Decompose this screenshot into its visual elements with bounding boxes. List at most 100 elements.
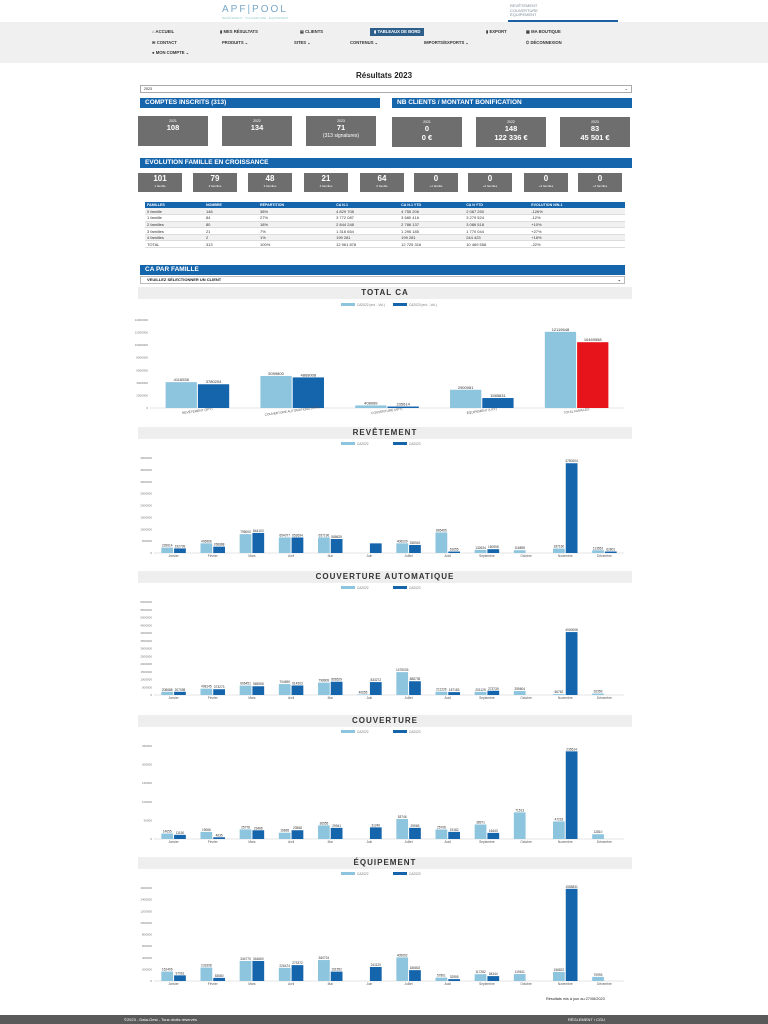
table-cell: 3 086 518: [464, 221, 530, 229]
data-label: 113552: [593, 546, 604, 550]
table-cell: +10%: [529, 221, 625, 229]
data-label: 187183: [449, 688, 460, 692]
data-label: 57801: [437, 974, 446, 978]
y-tick-label: 14000000: [135, 318, 149, 322]
data-label: 84344: [489, 972, 498, 976]
evolution-card: 0 +4 familles: [578, 173, 622, 192]
logo[interactable]: APF|POOL REVÊTEMENT · COUVERTURE · ÉQUIP…: [222, 4, 314, 20]
data-label: 4635: [216, 833, 223, 837]
chart-bar: [474, 691, 487, 695]
x-tick-label: Septembre: [479, 982, 495, 986]
y-tick-label: 0: [150, 693, 152, 697]
nav-item-mes-resultats[interactable]: ▮ MES RÉSULTATS: [220, 29, 258, 34]
evolution-card-label: 4 familles: [319, 184, 333, 188]
data-label: 405652: [397, 953, 408, 957]
x-tick-label: Octobre: [520, 982, 532, 986]
data-label: 408089: [364, 400, 378, 405]
legend-label: CA2022: [357, 586, 369, 590]
chart-bar: [161, 547, 174, 553]
data-label: 865465: [436, 528, 447, 532]
footer-link[interactable]: RÈGLEMENT / CGU: [568, 1017, 606, 1022]
y-tick-label: 0: [146, 406, 148, 410]
chart-bar: [278, 832, 291, 839]
data-label: 273372: [292, 961, 303, 965]
table-cell: 199 281: [399, 234, 465, 242]
kpi-card: 2022 134: [222, 116, 292, 146]
table-row: TOTAL 313 100% 12 961 878 12 725 316 10 469 5…: [145, 240, 625, 249]
nav-item-contenus[interactable]: CONTENUS ⌄: [350, 40, 379, 45]
y-tick-label: 600000: [142, 944, 152, 948]
data-label: 360724: [319, 956, 330, 960]
table-row: 2 familles 80 18% 2 844 248 2 786 137 3 086 5…: [145, 221, 625, 229]
nav-item-imports-exports[interactable]: IMPORTS/EXPORTS ⌄: [424, 40, 469, 45]
x-tick-label: Janvier: [168, 840, 179, 844]
nav-item-mon-compte[interactable]: ● MON COMPTE ⌄: [152, 50, 190, 55]
kpi-card: 2022 148 122 336 €: [476, 117, 546, 147]
legend-swatch: [341, 442, 355, 445]
nav-item-export[interactable]: ▮ EXPORT: [486, 29, 507, 34]
table-cell: 4 755 206: [399, 208, 465, 216]
bar-chart: CA2022 CA2023 1600000 1400000 1200000 1000000…: [140, 872, 624, 986]
chart-bar: [553, 971, 565, 981]
x-tick-label: Mars: [248, 554, 255, 558]
update-note: Résultats mis à jour au 27/06/2023: [546, 997, 605, 1001]
nav-item-deconnexion[interactable]: ⏻ DÉCONNEXION: [526, 40, 562, 45]
y-tick-label: 4000000: [136, 381, 148, 385]
chart-bar: [200, 543, 213, 553]
x-tick-label: Octobre: [520, 840, 532, 844]
section-header-bonification: NB CLIENTS / MONTANT BONIFICATION: [392, 98, 632, 108]
tagline-line: ÉQUIPEMENT: [510, 12, 537, 17]
data-label: 4116538: [174, 377, 190, 382]
data-label: 654077: [279, 533, 290, 537]
y-tick-label: 2000000: [140, 662, 152, 666]
table-row: 1 famille 84 27% 3 772 087 3 680 416 3 279 52…: [145, 214, 625, 222]
table-cell: 4 829 708: [334, 208, 400, 216]
evolution-card-value: 0: [597, 174, 603, 183]
x-tick-label: Janvier: [168, 554, 179, 558]
year-select[interactable]: 2023 ⌄: [140, 85, 632, 93]
chart-bar: [330, 539, 343, 553]
nav-item-clients[interactable]: ▤ CLIENTS: [300, 29, 324, 34]
chart-bar: [474, 824, 487, 839]
data-label: 156822: [554, 968, 565, 972]
table-cell: +18%: [529, 234, 625, 242]
chart-bar: [291, 830, 304, 839]
chart-bar: [435, 532, 448, 553]
chart-bar: [318, 682, 330, 695]
chart-bar: [174, 975, 186, 981]
chart-bar: [487, 832, 500, 839]
nav-item-produits[interactable]: PRODUITS ⌄: [222, 40, 249, 45]
nav-item-accueil[interactable]: ⌂ ACCUEIL: [152, 29, 175, 34]
data-label: 11150: [176, 831, 185, 835]
chart-bar: [448, 551, 460, 553]
chart-bar: [161, 971, 174, 981]
nav-item-tableaux-de-bord[interactable]: ▮ TABLEAUX DE BORD: [370, 28, 425, 36]
client-select[interactable]: VEUILLEZ SÉLECTIONNER UN CLIENT ⌄: [140, 276, 625, 284]
chart-bar: [592, 550, 604, 553]
data-label: 273739: [488, 687, 499, 691]
chart-bar: [409, 827, 421, 839]
nav-item-ma-boutique[interactable]: ▦ MA BOUTIQUE: [526, 29, 561, 34]
chart-bar: [291, 685, 304, 695]
evolution-card-label: +2 familles: [482, 184, 498, 188]
nav-item-contact[interactable]: ✉ CONTACT: [152, 40, 177, 45]
chart-bar: [565, 888, 578, 981]
data-label: 53746: [398, 815, 407, 819]
evolution-card: 0 +3 familles: [524, 173, 568, 192]
y-tick-label: 4000000: [140, 631, 152, 635]
chart-bar: [450, 389, 482, 408]
chart-bar: [565, 463, 578, 553]
chart-bar: [565, 632, 578, 695]
data-label: 856529: [331, 678, 342, 682]
chart-bar: [435, 977, 448, 981]
evolution-card: 0 +2 familles: [468, 173, 512, 192]
y-tick-label: 250000: [142, 744, 152, 748]
data-label: 19066: [202, 828, 211, 832]
chart-bar: [577, 342, 609, 408]
x-tick-label: Décembre: [597, 982, 612, 986]
y-tick-label: 2500000: [140, 654, 152, 658]
data-label: 4868008: [301, 372, 317, 377]
chart-bar: [487, 976, 500, 981]
nav-item-sites[interactable]: SITES ⌄: [294, 40, 311, 45]
data-label: 3780204: [206, 379, 222, 384]
